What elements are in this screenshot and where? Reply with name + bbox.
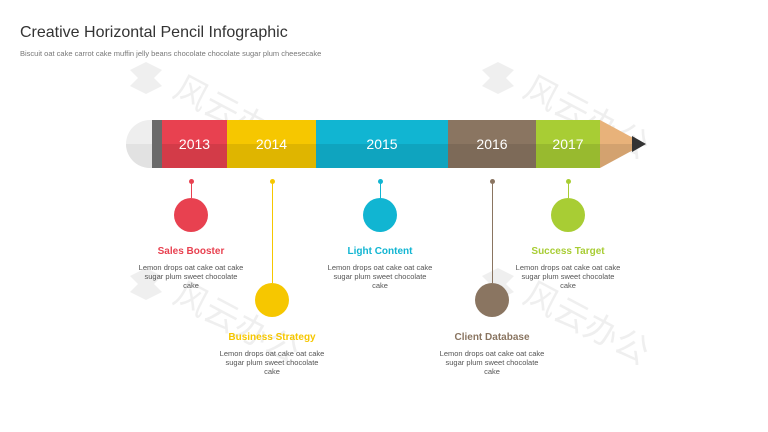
milestone-description: Lemon drops oat cake oat cake sugar plum… (515, 263, 621, 290)
milestone-marker (475, 283, 509, 317)
milestone-title: Light Content (347, 246, 413, 257)
year-segment-2013: 2013 (162, 120, 227, 168)
milestone-marker (363, 198, 397, 232)
connector-line (568, 182, 569, 198)
connector-dot (270, 179, 275, 184)
connector-line (191, 182, 192, 198)
year-segment-2014: 2014 (227, 120, 316, 168)
connector-dot (566, 179, 571, 184)
year-label: 2014 (255, 136, 288, 152)
connector-dot (490, 179, 495, 184)
connector-line (492, 182, 493, 283)
connector-dot (189, 179, 194, 184)
watermark-logo-icon (130, 62, 162, 94)
pencil-tip (600, 120, 646, 168)
year-segment-2016: 2016 (448, 120, 536, 168)
year-label: 2015 (366, 136, 398, 152)
year-segment-2017: 2017 (536, 120, 600, 168)
milestone-description: Lemon drops oat cake oat cake sugar plum… (327, 263, 433, 290)
page-subtitle: Biscuit oat cake carrot cake muffin jell… (20, 49, 322, 58)
milestone-marker (174, 198, 208, 232)
milestone-description: Lemon drops oat cake oat cake sugar plum… (138, 263, 244, 290)
milestone-marker (255, 283, 289, 317)
milestone-description: Lemon drops oat cake oat cake sugar plum… (219, 349, 325, 376)
milestone-marker (551, 198, 585, 232)
milestone-description: Lemon drops oat cake oat cake sugar plum… (439, 349, 545, 376)
milestone-title: Success Target (531, 246, 605, 257)
watermark-logo-icon (482, 62, 514, 94)
year-label: 2017 (552, 136, 584, 152)
connector-dot (378, 179, 383, 184)
pencil-ferrule (152, 120, 162, 168)
page-title: Creative Horizontal Pencil Infographic (20, 24, 288, 41)
year-segment-2015: 2015 (316, 120, 448, 168)
milestone-title: Client Database (454, 332, 530, 343)
connector-line (272, 182, 273, 283)
year-label: 2016 (476, 136, 508, 152)
milestone-title: Business Strategy (228, 332, 316, 343)
milestone-title: Sales Booster (157, 246, 225, 257)
year-label: 2013 (178, 136, 211, 152)
connector-line (380, 182, 381, 198)
pencil-eraser (126, 120, 154, 168)
pencil-timeline: 2013 2014 2015 2016 2017 (126, 120, 646, 168)
